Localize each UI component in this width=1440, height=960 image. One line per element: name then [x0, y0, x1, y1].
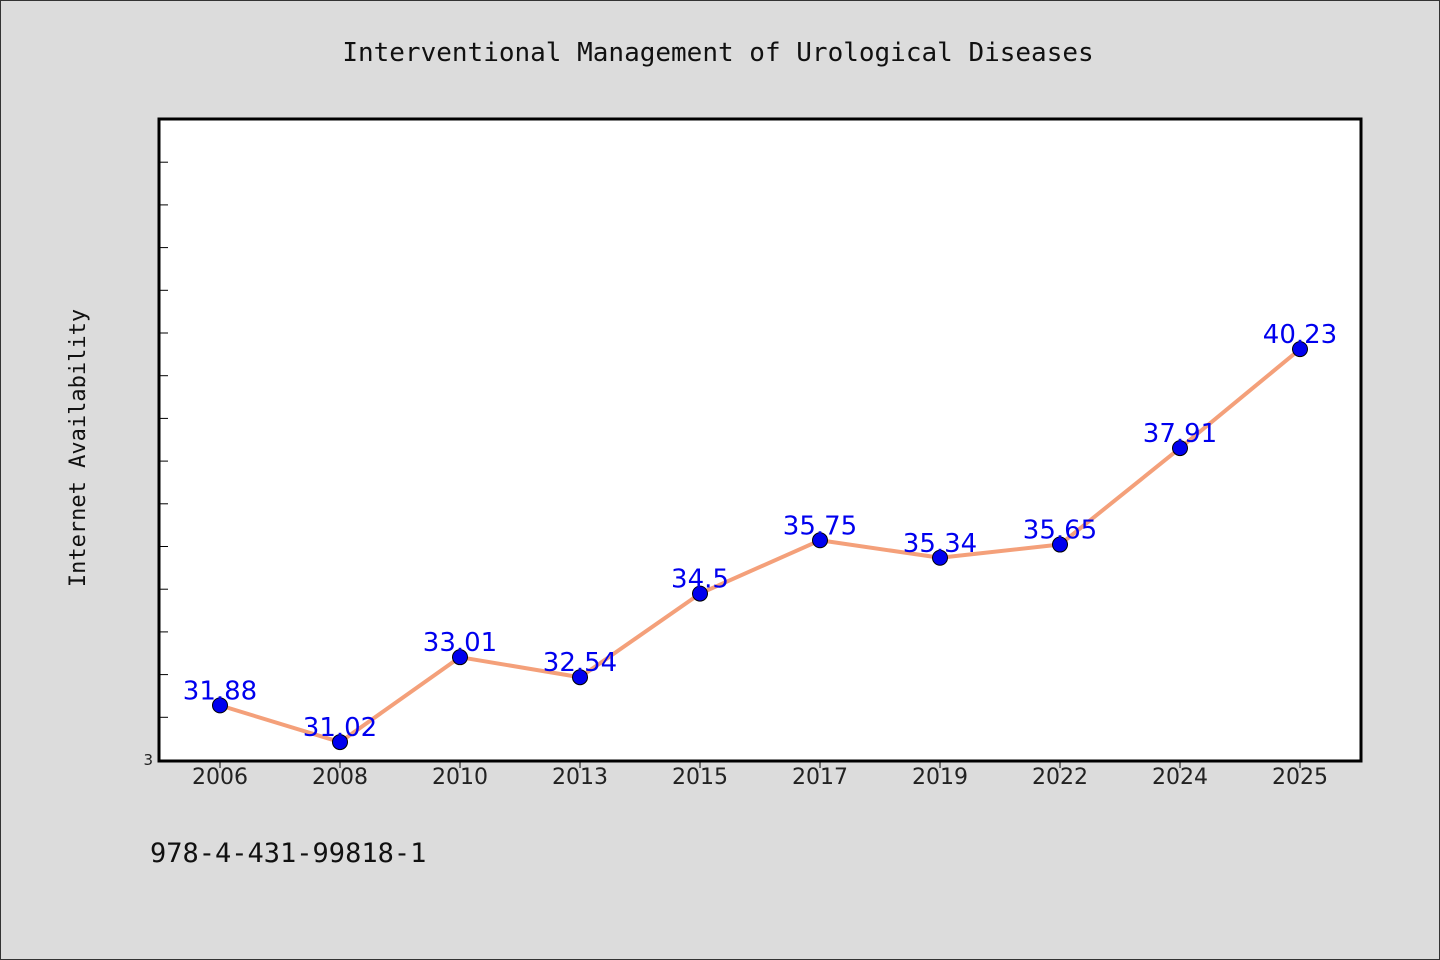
data-point [812, 532, 828, 549]
data-label: 31.88 [183, 676, 257, 706]
y-tick-label: 3 [143, 751, 153, 769]
y-axis-ticks: 3 [143, 161, 168, 769]
x-tick-label: 2025 [1272, 765, 1328, 790]
x-tick-label: 2015 [672, 765, 728, 790]
chart-title: Interventional Management of Urological … [342, 38, 1093, 68]
x-axis-ticks: 2006 2008 2010 2013 2015 2017 2019 2022 2024 2025 [192, 760, 1328, 790]
x-tick-label: 2017 [792, 765, 848, 790]
data-label: 35.34 [903, 529, 977, 559]
data-point [1172, 440, 1188, 457]
data-label: 31.02 [303, 713, 377, 743]
data-point [1052, 536, 1068, 553]
series-line [219, 347, 1302, 745]
x-tick-label: 2006 [192, 765, 248, 790]
x-tick-label: 2019 [912, 765, 968, 790]
data-label: 35.75 [783, 511, 857, 541]
data-point [572, 669, 588, 686]
x-tick-label: 2008 [312, 765, 368, 790]
data-label: 32.54 [543, 648, 617, 678]
x-tick-label: 2013 [552, 765, 608, 790]
series-group: 31.88 31.02 33.01 32.54 34.5 35.75 35.34 35.65 3… [183, 320, 1337, 751]
plot-area [157, 117, 1363, 763]
data-point [212, 697, 228, 714]
data-label: 37.91 [1143, 419, 1217, 449]
data-label: 40.23 [1263, 320, 1337, 350]
data-label: 34.5 [671, 565, 729, 595]
data-point [1292, 341, 1308, 358]
x-tick-label: 2022 [1032, 765, 1088, 790]
y-axis-label: Internet Availability [66, 309, 91, 587]
data-point [332, 734, 348, 751]
data-label: 35.65 [1023, 516, 1097, 546]
isbn-text: 978-4-431-99818-1 [150, 838, 426, 869]
x-tick-label: 2010 [432, 765, 488, 790]
data-point [452, 649, 468, 666]
data-label: 33.01 [423, 628, 497, 658]
x-tick-label: 2024 [1152, 765, 1208, 790]
data-point [692, 585, 708, 602]
data-point [932, 549, 948, 566]
